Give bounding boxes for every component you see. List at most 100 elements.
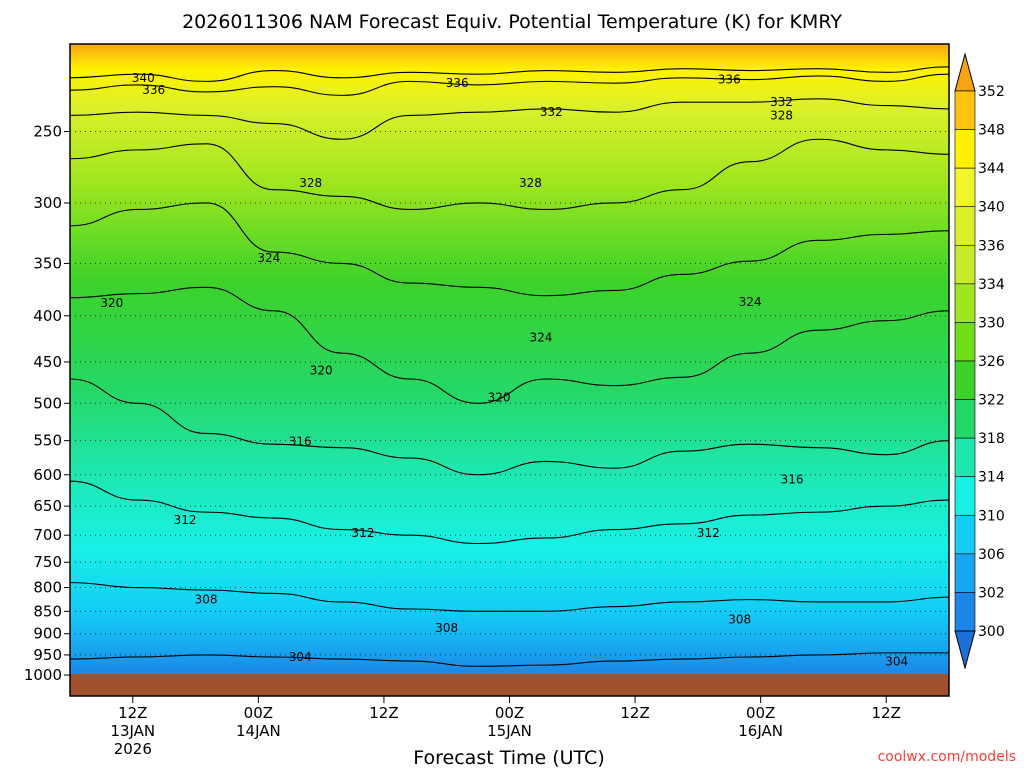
contour-label-328-6: 328 [299,176,322,190]
x-axis-label: Forecast Time (UTC) [413,747,604,768]
colorbar-band-14 [954,592,976,632]
colorbar-label-348: 348 [978,123,1005,139]
y-axis: 250 300 350 400 450 500 550 600 650 700 750 800 850 9… [24,122,70,684]
contour-328 [70,138,949,211]
x-tick-label-4: 12Z [620,704,649,722]
contour-label-308-21: 308 [435,621,458,635]
colorbar-band-4 [954,206,976,246]
colorbar: 352 348 344 340 336 334 330 326 322 318 314 310 306 3… [954,52,1005,670]
colorbar-label-326: 326 [978,354,1005,370]
y-tick-label-950: 950 [33,646,62,664]
contour-label-340-0: 340 [132,71,155,85]
colorbar-bottom-arrow [954,630,976,670]
colorbar-band-12 [954,514,976,555]
contour-label-336-1: 336 [142,83,165,97]
colorbar-band-5 [954,244,976,285]
contour-340 [70,66,949,82]
y-tick-label-900: 900 [33,625,62,643]
colorbar-label-334: 334 [978,277,1005,293]
contour-label-304-23: 304 [289,650,312,664]
x-tick-label-6: 12Z [872,704,901,722]
y-tick-label-850: 850 [33,602,62,620]
x-tick-label-3: 00Z [495,704,524,722]
colorbar-band-2 [954,129,976,169]
y-tick-label-750: 750 [33,553,62,571]
x-tick-label-0: 12Z [118,704,147,722]
colorbar-band-6 [954,283,976,323]
x-tick-label-2: 12Z [369,704,398,722]
contour-label-316-15: 316 [289,434,312,448]
colorbar-label-302: 302 [978,585,1005,601]
y-tick-label-300: 300 [33,194,62,212]
contour-label-324-9: 324 [257,251,280,265]
colorbar-band-10 [954,437,976,478]
colorbar-band-8 [954,360,976,400]
y-tick-label-800: 800 [33,579,62,597]
colorbar-band-7 [954,322,976,362]
plot-field [70,44,949,674]
contour-label-328-8: 328 [770,108,793,122]
contour-label-328-7: 328 [519,176,542,190]
colorbar-label-330: 330 [978,315,1005,331]
contour-320 [70,286,949,404]
contour-312 [70,480,949,545]
credit-text: coolwx.com/models [878,749,1016,765]
y-tick-label-1000: 1000 [24,666,62,684]
contour-label-316-16: 316 [781,472,804,486]
contour-336 [70,73,949,96]
contour-label-312-17: 312 [174,513,197,527]
colorbar-label-340: 340 [978,200,1005,216]
contour-304 [70,652,949,667]
colorbar-label-336: 336 [978,238,1005,254]
contour-332 [70,98,949,140]
colorbar-label-310: 310 [978,508,1005,524]
x-tick-label-5: 00Z [746,704,775,722]
colorbar-label-318: 318 [978,431,1005,447]
y-tick-label-350: 350 [33,254,62,272]
colorbar-label-352: 352 [978,84,1005,100]
colorbar-label-306: 306 [978,547,1005,563]
ground-surface [70,674,949,696]
y-tick-label-250: 250 [33,122,62,140]
y-tick-label-400: 400 [33,307,62,325]
contour-label-332-5: 332 [770,95,793,109]
y-tick-label-700: 700 [33,526,62,544]
x-tick-date-0: 13JAN [110,722,155,740]
y-tick-label-650: 650 [33,497,62,515]
colorbar-top-arrow [954,52,976,92]
contour-316 [70,378,949,476]
colorbar-band-1 [954,90,976,130]
colorbar-label-322: 322 [978,393,1005,409]
contour-label-336-3: 336 [718,73,741,87]
colorbar-band-13 [954,553,976,593]
contour-label-320-12: 320 [100,296,123,310]
contour-308 [70,582,949,612]
x-tick-date-1: 14JAN [236,722,281,740]
contour-label-304-24: 304 [885,654,908,668]
colorbar-band-9 [954,399,976,439]
contour-label-320-13: 320 [310,364,333,378]
colorbar-label-300: 300 [978,624,1005,640]
colorbar-label-314: 314 [978,470,1005,486]
contour-label-308-22: 308 [728,613,751,627]
contour-label-320-14: 320 [488,391,511,405]
contour-label-312-18: 312 [352,526,375,540]
contour-label-336-2: 336 [446,76,469,90]
x-tick-date-3: 15JAN [487,722,532,740]
y-tick-label-600: 600 [33,466,62,484]
contour-lines [70,66,949,667]
colorbar-band-11 [954,476,976,516]
contour-label-324-10: 324 [529,331,552,345]
colorbar-band-3 [954,167,976,208]
contour-324 [70,202,949,297]
x-tick-year-0: 2026 [114,740,152,758]
x-tick-label-1: 00Z [244,704,273,722]
contour-label-312-19: 312 [697,526,720,540]
chart-title: 2026011306 NAM Forecast Equiv. Potential… [182,11,842,33]
contour-label-308-20: 308 [195,593,218,607]
contour-label-332-4: 332 [540,105,563,119]
contour-label-324-11: 324 [739,295,762,309]
